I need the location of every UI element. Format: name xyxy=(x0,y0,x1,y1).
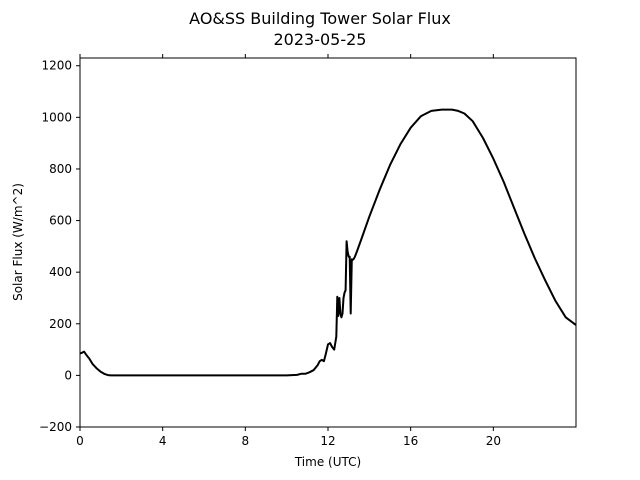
y-tick-label: 200 xyxy=(49,317,72,331)
y-tick-label: 1200 xyxy=(41,59,72,73)
x-tick-label: 4 xyxy=(159,434,167,448)
plot-frame xyxy=(79,57,577,428)
y-tick-label: 400 xyxy=(49,265,72,279)
x-tick-label: 20 xyxy=(486,434,501,448)
axis-ticks: 0 4 8 12 16 20 −200 0 200 400 600 800 1000 1200 xyxy=(39,54,501,448)
x-axis-label: Time (UTC) xyxy=(294,455,361,469)
x-tick-label: 8 xyxy=(242,434,250,448)
x-tick-label: 0 xyxy=(76,434,84,448)
series-line xyxy=(79,108,577,377)
y-tick-label: 0 xyxy=(64,368,72,382)
y-tick-label: 800 xyxy=(49,162,72,176)
y-tick-label: −200 xyxy=(39,420,72,434)
x-tick-label: 12 xyxy=(320,434,335,448)
y-axis-label: Solar Flux (W/m^2) xyxy=(11,183,25,301)
chart-subtitle: 2023-05-25 xyxy=(274,30,367,49)
x-tick-label: 16 xyxy=(403,434,418,448)
chart-title: AO&SS Building Tower Solar Flux xyxy=(189,9,451,28)
y-tick-label: 1000 xyxy=(41,110,72,124)
y-tick-label: 600 xyxy=(49,214,72,228)
